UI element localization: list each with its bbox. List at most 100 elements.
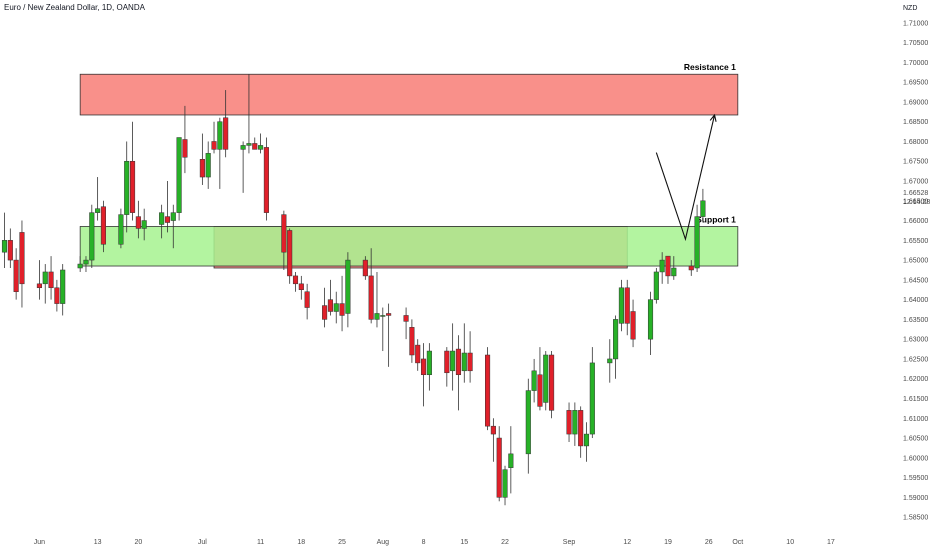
y-tick-label-0: 1.71000: [903, 20, 928, 27]
candle-body-78: [630, 311, 636, 340]
candle-body-19: [159, 212, 165, 225]
candle-body-76: [618, 287, 624, 324]
candle-body-53: [426, 350, 432, 376]
y-tick-label-23: 1.59500: [903, 475, 928, 482]
candle-body-33: [263, 147, 269, 213]
y-tick-label-24: 1.59000: [903, 495, 928, 502]
candle-body-83: [671, 267, 677, 277]
candle-body-65: [531, 370, 537, 391]
y-tick-label-17: 1.62500: [903, 356, 928, 363]
current-price-label: 1.66528: [903, 190, 928, 197]
candle-body-24: [199, 159, 205, 178]
candle-body-7: [54, 287, 60, 304]
candle-body-71: [578, 410, 584, 447]
y-tick-label-10: 1.66000: [903, 218, 928, 225]
projection-arrowhead: [709, 113, 717, 122]
y-tick-label-16: 1.63000: [903, 337, 928, 344]
x-tick-label-17: 17: [827, 539, 835, 546]
x-tick-label-15: Oct: [732, 539, 743, 546]
candle-body-68: [549, 354, 555, 411]
candle-body-63: [508, 453, 514, 468]
candle-body-84: [688, 265, 694, 271]
candle-body-9: [77, 263, 83, 269]
price-axis: NZD 1.71000 1.70500 1.70000 1.69500 1.69000 1.…: [903, 5, 930, 522]
candle-body-62: [502, 469, 508, 498]
x-tick-label-14: 26: [705, 539, 713, 546]
candle-body-3: [19, 232, 25, 285]
candle-body-4: [36, 283, 42, 289]
candle-body-82: [665, 255, 671, 277]
candle-body-39: [322, 305, 328, 320]
x-tick-label-6: 25: [338, 539, 346, 546]
projection-layer: [655, 113, 717, 242]
x-tick-label-9: 15: [460, 539, 468, 546]
x-tick-label-1: 13: [94, 539, 102, 546]
candle-body-54: [444, 350, 450, 374]
candle-body-66: [537, 374, 543, 407]
candle-body-48: [386, 313, 392, 316]
candle-body-69: [566, 410, 572, 435]
candle-body-20: [164, 216, 171, 223]
projection-line: [655, 114, 716, 242]
x-tick-label-11: Sep: [563, 539, 576, 546]
y-tick-label-18: 1.62000: [903, 376, 928, 383]
candle-body-86: [700, 200, 706, 217]
candle-body-60: [490, 425, 496, 435]
candles-layer: [1, 74, 706, 506]
x-tick-label-4: 11: [257, 539, 264, 546]
candle-body-2: [13, 259, 19, 292]
currency-label: NZD: [903, 5, 917, 12]
candle-body-5: [42, 271, 48, 285]
candle-body-38: [304, 291, 310, 308]
candle-body-8: [60, 269, 66, 304]
zone-2: [79, 226, 739, 267]
y-tick-label-4: 1.69000: [903, 99, 928, 106]
y-tick-label-11: 1.65500: [903, 238, 928, 245]
candle-body-79: [647, 299, 654, 340]
y-tick-label-3: 1.69500: [903, 80, 928, 87]
y-tick-label-22: 1.60000: [903, 455, 928, 462]
x-tick-label-13: 19: [664, 539, 672, 546]
candle-body-11: [89, 212, 95, 261]
candle-body-51: [415, 344, 421, 364]
candle-body-40: [327, 299, 333, 312]
candle-body-35: [287, 230, 293, 277]
candle-body-46: [374, 313, 380, 320]
candle-body-58: [467, 352, 473, 372]
x-tick-label-0: Jun: [34, 539, 45, 546]
candle-body-57: [461, 352, 467, 372]
candle-body-25: [205, 153, 211, 178]
candle-body-61: [496, 437, 502, 498]
y-tick-label-13: 1.64500: [903, 277, 928, 284]
candle-body-81: [659, 259, 665, 273]
x-tick-label-16: 10: [786, 539, 794, 546]
candle-body-21: [170, 212, 176, 221]
candle-body-29: [240, 145, 246, 150]
y-tick-label-7: 1.67500: [903, 159, 928, 166]
candle-body-44: [362, 259, 368, 277]
candle-body-27: [217, 121, 223, 150]
candle-body-0: [1, 240, 8, 253]
y-tick-label-25: 1.58500: [903, 515, 928, 522]
candle-body-85: [694, 216, 700, 269]
candle-body-18: [141, 220, 147, 229]
candle-body-32: [258, 145, 264, 150]
candle-body-49: [403, 315, 409, 322]
candle-body-80: [653, 271, 659, 300]
candle-body-74: [607, 358, 613, 364]
zone-label-0: Resistance 1: [684, 62, 736, 72]
candle-body-23: [182, 139, 188, 158]
x-tick-label-3: Jul: [198, 539, 207, 546]
candle-body-64: [525, 390, 531, 455]
candle-body-70: [572, 410, 578, 435]
y-tick-label-1: 1.70500: [903, 40, 928, 47]
candle-body-6: [48, 271, 54, 289]
candle-body-15: [124, 160, 130, 215]
y-tick-label-15: 1.63500: [903, 317, 928, 324]
y-tick-label-8: 1.67000: [903, 179, 928, 186]
candle-body-56: [455, 348, 462, 376]
y-tick-label-9: 1.66500: [903, 198, 928, 205]
candle-body-28: [223, 117, 229, 150]
x-tick-label-7: Aug: [377, 539, 390, 546]
